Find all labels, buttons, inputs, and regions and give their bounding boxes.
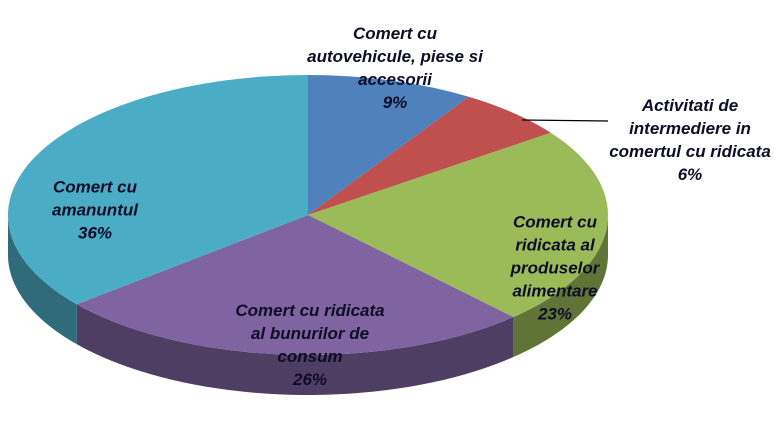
pie-slice bbox=[308, 132, 608, 318]
category-label: Comert cu ridicata al produselor aliment… bbox=[510, 212, 600, 301]
pie-slice bbox=[8, 75, 308, 305]
slice-label: Activitati de intermediere in comertul c… bbox=[605, 94, 775, 186]
pie-slice bbox=[308, 75, 469, 215]
slice-label: Comert cu autovehicule, piese si accesor… bbox=[300, 22, 490, 114]
pie-side bbox=[513, 215, 608, 358]
category-label: Comert cu ridicata al bunurilor de consu… bbox=[235, 301, 385, 366]
value-label: 23% bbox=[537, 304, 573, 324]
value-label: 36% bbox=[77, 223, 113, 243]
pie-side bbox=[8, 215, 77, 345]
category-label: Activitati de intermediere in comertul c… bbox=[609, 96, 771, 161]
slice-label: Comert cu ridicata al bunurilor de consu… bbox=[235, 299, 385, 391]
value-label: 9% bbox=[382, 93, 408, 112]
slice-label: Comert cu ridicata al produselor aliment… bbox=[485, 211, 625, 326]
value-label: 6% bbox=[677, 165, 703, 184]
pie-side bbox=[76, 304, 514, 395]
slice-label: Comert cu amanuntul 36% bbox=[25, 176, 165, 245]
value-label: 26% bbox=[292, 370, 328, 389]
category-label: Comert cu autovehicule, piese si accesor… bbox=[307, 24, 483, 89]
pie-slice bbox=[308, 96, 551, 215]
pie-slice bbox=[76, 215, 514, 356]
leader-line bbox=[521, 119, 609, 122]
category-label: Comert cu amanuntul bbox=[52, 177, 138, 220]
